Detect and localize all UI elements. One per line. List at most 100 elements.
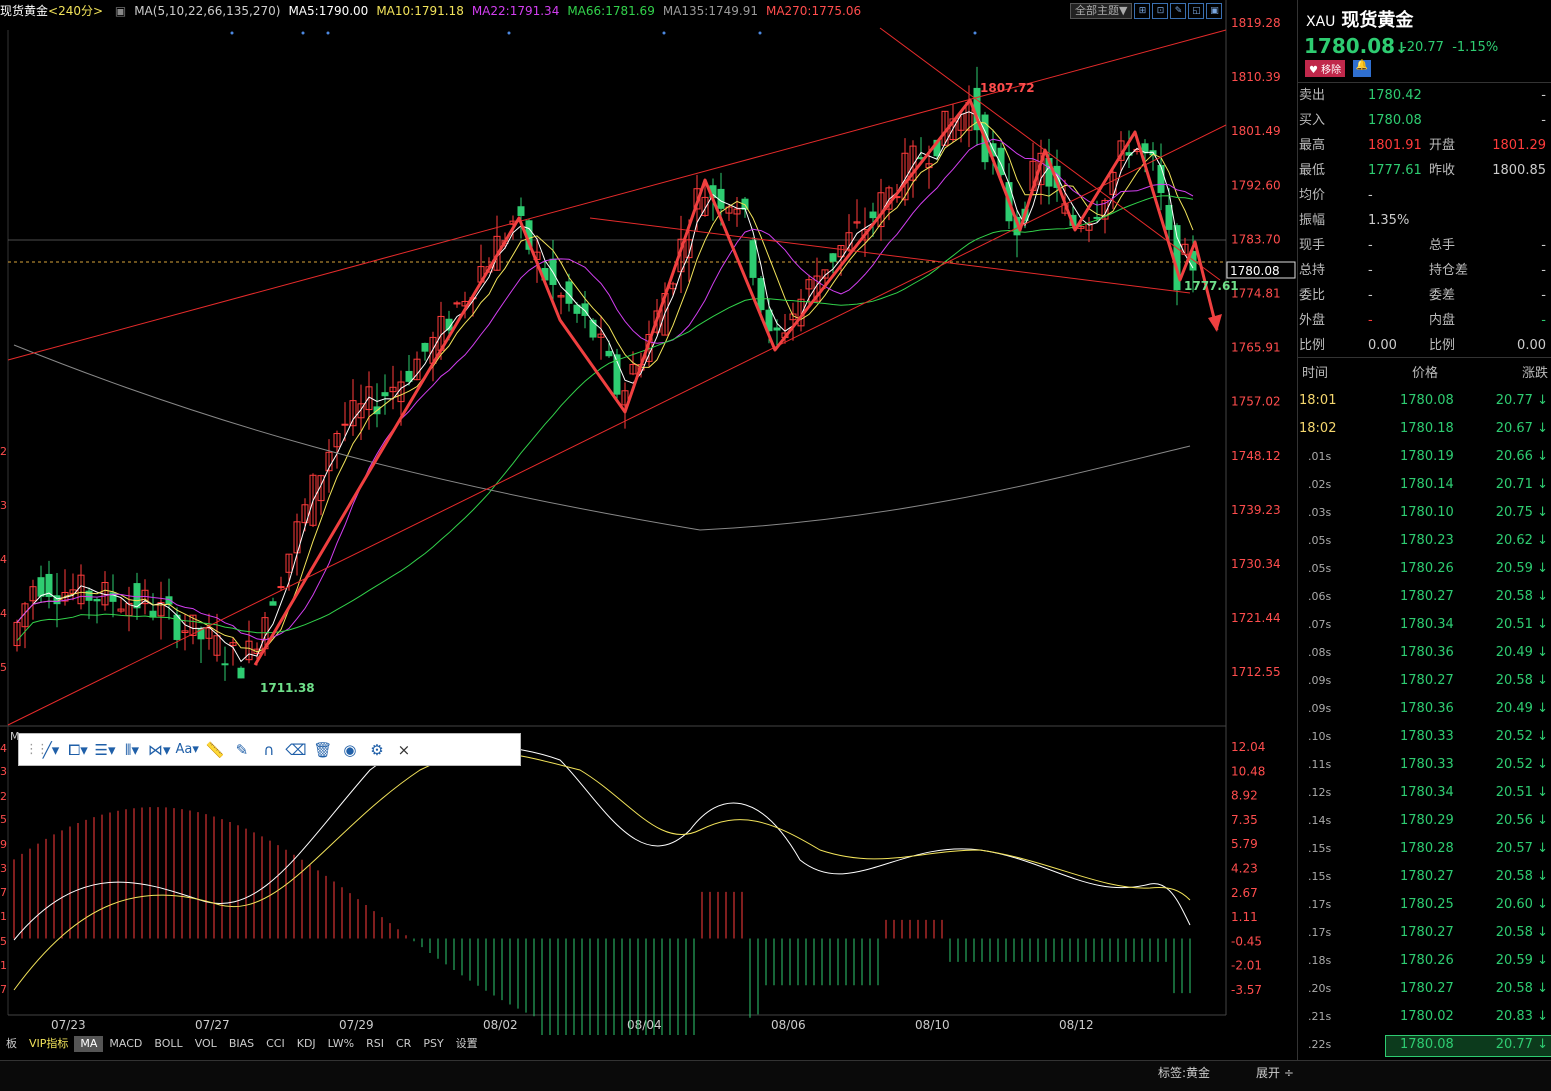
quote-row: 比例 0.00 比例 0.00	[1298, 333, 1551, 358]
tick-row: .05s 1780.26 20.59 ↓	[1298, 555, 1551, 583]
indicator-tab[interactable]: BOLL	[154, 1037, 183, 1050]
candle-body	[613, 354, 621, 395]
fib-tool-icon[interactable]: ☰▾	[94, 740, 116, 759]
indicator-tab[interactable]: KDJ	[296, 1037, 316, 1050]
quote-value: 1777.61	[1368, 163, 1422, 178]
pattern-tool-icon[interactable]: ⋈▾	[148, 740, 171, 759]
price-axis-label: 1819.28	[1231, 16, 1281, 30]
tick-change: 20.83 ↓	[1495, 1009, 1548, 1024]
tick-price: 1780.36	[1400, 645, 1454, 660]
tick-time: .14s	[1308, 814, 1332, 827]
tick-change: 20.51 ↓	[1495, 617, 1548, 632]
tick-row: .15s 1780.28 20.57 ↓	[1298, 835, 1551, 863]
down-arrow-icon: ↓	[1537, 897, 1548, 912]
ma135-line	[13, 344, 1191, 531]
tick-price: 1780.27	[1400, 589, 1454, 604]
quote-value: -	[1541, 88, 1546, 103]
tick-change: 20.58 ↓	[1495, 925, 1548, 940]
indicator-tab[interactable]: MACD	[109, 1037, 143, 1050]
candle-body	[557, 295, 565, 298]
eye-icon[interactable]: ◉	[343, 740, 357, 759]
tag-label: 标签:黄金	[1158, 1066, 1211, 1080]
tick-change: 20.56 ↓	[1495, 813, 1548, 828]
tick-row: .02s 1780.14 20.71 ↓	[1298, 471, 1551, 499]
grid-layout-icon[interactable]: ⊞	[1134, 3, 1151, 19]
indicator-tab[interactable]: CCI	[266, 1037, 285, 1050]
fullscreen-icon[interactable]: ◱	[1188, 3, 1205, 19]
candle-body	[685, 239, 693, 259]
tick-time: 18:02	[1299, 421, 1337, 436]
theme-dropdown[interactable]: 全部主题▼	[1070, 3, 1133, 19]
symbol-label: 现货黄金	[0, 4, 49, 18]
indicator-tab[interactable]: 设置	[455, 1037, 478, 1050]
price-axis-label: 1739.23	[1231, 503, 1281, 517]
candle-body	[861, 229, 869, 241]
candle-body	[869, 211, 877, 219]
close-icon[interactable]: ×	[397, 740, 411, 759]
magnet-icon[interactable]: ∩	[263, 740, 275, 759]
candle-body	[221, 663, 229, 666]
expand-button[interactable]: 展开 ÷	[1256, 1066, 1294, 1080]
pen-icon[interactable]: ✎	[235, 740, 249, 759]
quote-value: -	[1541, 238, 1546, 253]
parallel-tool-icon[interactable]: ⦀▾	[124, 740, 140, 759]
date-axis-label: 08/10	[915, 1018, 950, 1032]
macd-dea-line	[13, 752, 1191, 991]
bell-icon[interactable]: 🔔	[1353, 60, 1372, 77]
indicator-tab[interactable]: VIP指标	[29, 1037, 69, 1050]
candle-body	[29, 586, 37, 602]
down-arrow-icon: ↓	[1537, 813, 1548, 828]
indicator-tab[interactable]: LW%	[327, 1037, 355, 1050]
candle-body	[213, 635, 221, 656]
kline-chart-area[interactable]: 现货黄金<240分> ▣ MA(5,10,22,66,135,270) MA5:17…	[0, 0, 1297, 1060]
tick-price: 1780.26	[1400, 953, 1454, 968]
settings-icon[interactable]: ⚙	[370, 740, 384, 759]
candle-body	[1157, 165, 1165, 194]
price-axis-label: 1774.81	[1231, 287, 1281, 301]
price-axis-label: 1712.55	[1231, 665, 1281, 679]
drag-handle-icon[interactable]: ⋮⋮	[25, 742, 49, 757]
indicator-tab[interactable]: RSI	[366, 1037, 384, 1050]
macd-axis-label: 12.04	[1231, 740, 1265, 754]
tick-change: 20.77 ↓	[1495, 393, 1548, 408]
text-tool[interactable]: Aa▾	[175, 742, 199, 757]
line-tool-icon[interactable]: ╱▾	[42, 740, 60, 759]
multi-window-icon[interactable]: ⊡	[1152, 3, 1169, 19]
quote-row: 卖出 1780.42 -	[1298, 83, 1551, 108]
macd-axis-label: 2.67	[1231, 886, 1258, 900]
candle-body	[333, 433, 341, 448]
indicator-tab[interactable]: PSY	[423, 1037, 444, 1050]
quote-label: 卖出	[1299, 88, 1326, 103]
remove-favorite-button[interactable]: ♥ 移除	[1305, 60, 1346, 77]
window-icon[interactable]: ▣	[1206, 3, 1223, 19]
indicator-tab[interactable]: CR	[396, 1037, 412, 1050]
tick-row: .15s 1780.27 20.58 ↓	[1298, 863, 1551, 891]
candle-body	[605, 350, 613, 357]
candle-body	[957, 113, 965, 131]
wave-arrow-path	[253, 98, 1219, 666]
trash-icon[interactable]: 🗑	[313, 740, 333, 759]
ruler-icon[interactable]: 📏	[205, 740, 225, 759]
tick-time: .10s	[1308, 730, 1332, 743]
price-axis-label: 1783.70	[1231, 232, 1281, 246]
tick-time: .20s	[1308, 982, 1332, 995]
quote-row: 总持 - 持仓差 -	[1298, 258, 1551, 283]
high-price-label: 1807.72	[980, 81, 1035, 95]
draw-icon[interactable]: ✎	[1170, 3, 1187, 19]
quote-value: -	[1541, 313, 1546, 328]
indicator-tab[interactable]: 板	[6, 1037, 17, 1050]
shape-tool-icon[interactable]: ⧠▾	[68, 740, 88, 759]
indicator-tab[interactable]: MA	[74, 1036, 104, 1052]
candle-body	[813, 275, 821, 302]
eraser-icon[interactable]: ⌫	[285, 740, 307, 759]
indicator-tab[interactable]: BIAS	[228, 1037, 255, 1050]
candlestick-chart[interactable]: 1819.281810.391801.491792.601783.701774.…	[0, 0, 1297, 1035]
period-label[interactable]: <240分>	[48, 4, 104, 18]
down-arrow-icon: ↓	[1537, 393, 1548, 408]
recent-low-label: 1777.61	[1184, 279, 1239, 293]
price-axis-label: 1801.49	[1231, 124, 1281, 138]
indicator-tab[interactable]: VOL	[194, 1037, 217, 1050]
quote-label: 现手	[1299, 238, 1326, 253]
last-price: 1780.08↓	[1304, 34, 1408, 58]
trendline-lower	[7, 124, 1227, 726]
